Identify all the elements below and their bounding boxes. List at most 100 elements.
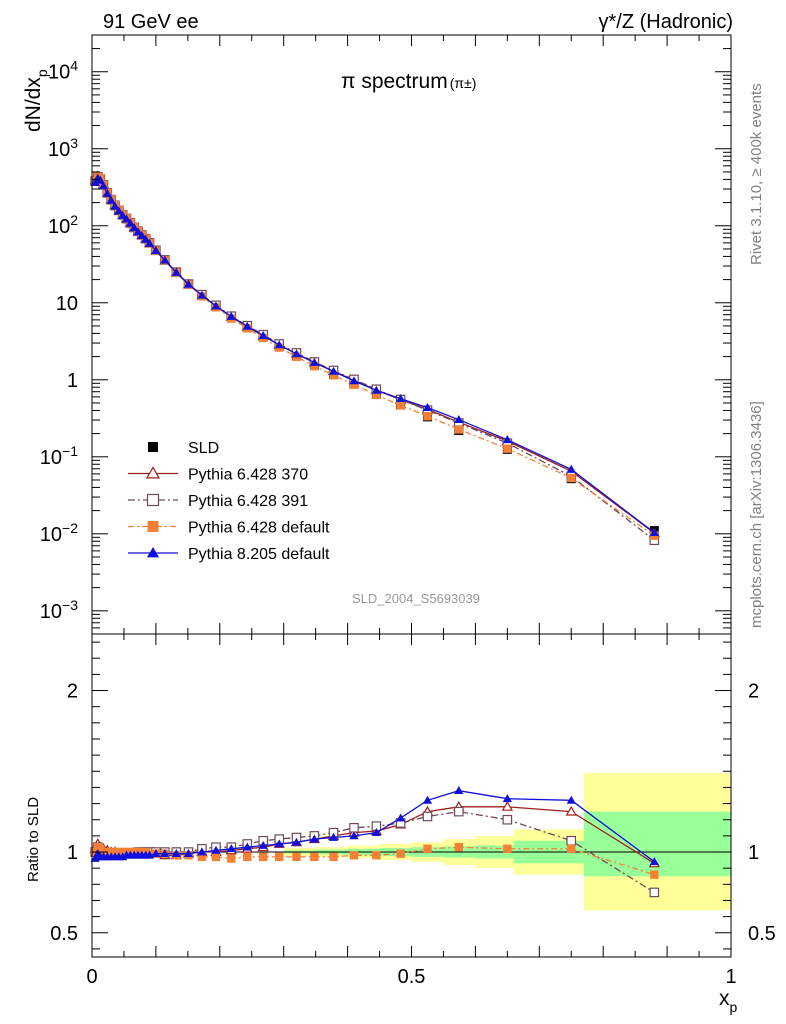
- y-tick-label: 102: [48, 212, 78, 238]
- side-label-rivet: Rivet 3.1.10, ≥ 400k events: [748, 83, 765, 265]
- y-tick-mantissa: 10: [48, 139, 70, 161]
- legend-marker: [148, 442, 158, 452]
- series-point-ratio: [422, 795, 433, 804]
- series-point-ratio: [396, 849, 405, 858]
- series-point-main: [95, 175, 105, 184]
- series-point-main: [160, 255, 170, 264]
- watermark: SLD_2004_S5693039: [352, 591, 480, 606]
- x-tick-label: 0.5: [398, 966, 426, 988]
- series-point-main: [125, 218, 135, 227]
- ratio-plot: 0 0.5 1 0.5 0.5 1 1 2 2: [50, 633, 776, 988]
- series-point-main: [110, 201, 120, 210]
- series-point-ratio: [197, 847, 207, 856]
- series-point-ratio: [567, 844, 576, 853]
- series-point-ratio: [503, 844, 512, 853]
- y-tick-label: 10: [56, 293, 78, 315]
- series-point-main: [503, 444, 512, 453]
- y-tick-label: 10−3: [40, 597, 78, 623]
- series-point-main: [454, 425, 463, 434]
- header-left: 91 GeV ee: [103, 11, 199, 33]
- series-point-ratio: [372, 851, 381, 860]
- series-point-main: [211, 301, 221, 310]
- series-point-ratio: [291, 837, 302, 846]
- series-point-ratio: [454, 786, 464, 795]
- series-point-main: [454, 415, 464, 424]
- series-point-main: [329, 371, 338, 380]
- legend-marker: [147, 521, 159, 532]
- x-tick-label: 0: [86, 966, 97, 988]
- series-point-main: [114, 206, 124, 215]
- series-point-main: [349, 380, 359, 389]
- series-point-main: [102, 188, 112, 197]
- series-point-ratio: [211, 845, 221, 854]
- series-point-main: [144, 238, 155, 247]
- series-point-main: [310, 361, 319, 371]
- chart-title: π spectrum (π±): [341, 70, 476, 93]
- series-point-ratio: [197, 852, 207, 862]
- series-point-main: [328, 366, 339, 375]
- ratio-tick-label-right: 1: [748, 842, 759, 864]
- series-point-main: [106, 195, 116, 204]
- series-point-ratio: [349, 831, 359, 840]
- series-point-ratio: [274, 839, 284, 848]
- series-point-main: [171, 267, 181, 276]
- series-point-ratio: [292, 852, 301, 862]
- series-point-ratio: [151, 849, 161, 857]
- series-point-ratio: [422, 811, 433, 822]
- legend: SLD Pythia 6.428 370 Pythia 6.428 391 Pythi…: [128, 440, 330, 563]
- series-point-main: [197, 290, 207, 299]
- series-point-ratio: [565, 805, 577, 816]
- series-point-ratio: [183, 849, 194, 857]
- y-tick-label: 10−2: [40, 520, 78, 546]
- legend-label: SLD: [188, 440, 219, 457]
- y-tick-mantissa: 10: [56, 293, 78, 315]
- y-tick-mantissa: 10: [40, 524, 62, 546]
- series-point-main: [141, 234, 151, 243]
- series-point-main: [566, 464, 576, 473]
- x-axis-label-sub: p: [730, 999, 738, 1015]
- y-tick-mantissa: 10: [40, 601, 62, 623]
- y-tick-label: 103: [48, 135, 78, 161]
- ratio-tick-label-left: 1: [67, 842, 78, 864]
- series-point-ratio: [423, 844, 432, 853]
- series-point-ratio: [649, 887, 660, 898]
- series-point-main: [309, 357, 319, 366]
- series-point-main: [371, 385, 381, 394]
- series-point-main: [98, 181, 109, 190]
- series-point-ratio: [501, 800, 514, 811]
- series-point-ratio: [171, 849, 181, 857]
- series-point-main: [121, 214, 132, 223]
- series-point-main: [151, 246, 161, 255]
- series-point-ratio: [502, 794, 512, 803]
- y-tick-mantissa: 10: [48, 62, 70, 84]
- series-point-main: [291, 349, 302, 358]
- y-tick-exponent: 2: [70, 212, 78, 228]
- series-point-ratio: [328, 832, 339, 841]
- series-point-main: [422, 402, 433, 411]
- series-point-ratio: [454, 842, 463, 852]
- series-point-ratio: [650, 870, 659, 879]
- series-point-main: [258, 331, 268, 339]
- x-axis-label-main: x: [719, 987, 730, 1010]
- series-point-main: [129, 223, 139, 232]
- series-point-ratio: [349, 822, 359, 833]
- series-point-ratio: [160, 849, 170, 857]
- ratio-tick-label-left: 0.5: [50, 923, 78, 945]
- series-point-main: [396, 394, 406, 403]
- series-point-ratio: [349, 851, 359, 860]
- legend-marker: [145, 466, 161, 479]
- series-point-main: [137, 230, 147, 239]
- y-axis-label-sub: p: [34, 69, 50, 77]
- series-point-main: [242, 321, 252, 330]
- x-tick-label: 1: [725, 966, 736, 988]
- series-point-ratio: [226, 844, 236, 853]
- chart-title-main: π spectrum: [341, 70, 448, 93]
- series-point-ratio: [258, 840, 268, 849]
- series-point-ratio: [649, 857, 659, 866]
- ratio-tick-label-right: 2: [748, 681, 759, 703]
- y-tick-mantissa: 1: [67, 370, 78, 392]
- legend-label: Pythia 6.428 391: [188, 493, 308, 510]
- series-point-ratio: [329, 852, 338, 862]
- legend-marker: [146, 493, 160, 507]
- series-point-ratio: [396, 813, 406, 822]
